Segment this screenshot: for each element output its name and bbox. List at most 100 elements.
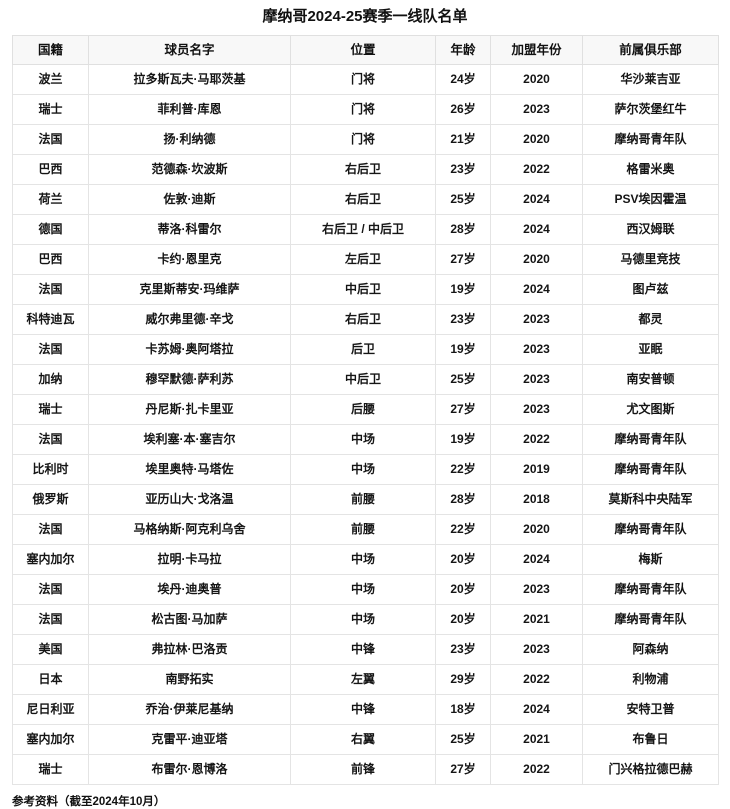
- cell-former-club: 利物浦: [582, 664, 719, 695]
- cell-age: 24岁: [435, 64, 491, 95]
- cell-age: 23岁: [435, 154, 491, 185]
- cell-player-name: 佐敦·迪斯: [88, 184, 291, 215]
- cell-former-club: 布鲁日: [582, 724, 719, 755]
- cell-position: 左翼: [290, 664, 436, 695]
- cell-position: 右后卫 / 中后卫: [290, 214, 436, 245]
- cell-former-club: 安特卫普: [582, 694, 719, 725]
- table-row: 法国 埃丹·迪奥普 中场 20岁 2023 摩纳哥青年队: [12, 574, 719, 605]
- table-row: 俄罗斯 亚历山大·戈洛温 前腰 28岁 2018 莫斯科中央陆军: [12, 484, 719, 515]
- cell-position: 门将: [290, 94, 436, 125]
- roster-table-container: 国籍 球员名字 位置 年龄 加盟年份 前属俱乐部 波兰 拉多斯瓦夫·马耶茨基 门将 2…: [0, 35, 730, 785]
- table-row: 塞内加尔 克雷平·迪亚塔 右翼 25岁 2021 布鲁日: [12, 724, 719, 755]
- table-row: 巴西 范德森·坎波斯 右后卫 23岁 2022 格雷米奥: [12, 154, 719, 185]
- cell-player-name: 穆罕默德·萨利苏: [88, 364, 291, 395]
- cell-age: 19岁: [435, 334, 491, 365]
- cell-player-name: 克雷平·迪亚塔: [88, 724, 291, 755]
- cell-former-club: 亚眠: [582, 334, 719, 365]
- cell-age: 19岁: [435, 274, 491, 305]
- cell-position: 右后卫: [290, 304, 436, 335]
- table-row: 法国 埃利塞·本·塞吉尔 中场 19岁 2022 摩纳哥青年队: [12, 424, 719, 455]
- roster-table: 国籍 球员名字 位置 年龄 加盟年份 前属俱乐部 波兰 拉多斯瓦夫·马耶茨基 门将 2…: [12, 35, 719, 785]
- table-row: 瑞士 菲利普·库恩 门将 26岁 2023 萨尔茨堡红牛: [12, 94, 719, 125]
- cell-former-club: 南安普顿: [582, 364, 719, 395]
- cell-joined-year: 2023: [490, 634, 583, 665]
- cell-age: 20岁: [435, 604, 491, 635]
- cell-position: 中场: [290, 574, 436, 605]
- cell-player-name: 拉多斯瓦夫·马耶茨基: [88, 64, 291, 95]
- cell-joined-year: 2024: [490, 694, 583, 725]
- cell-position: 后卫: [290, 334, 436, 365]
- cell-nationality: 法国: [12, 124, 89, 155]
- cell-joined-year: 2021: [490, 724, 583, 755]
- cell-position: 中后卫: [290, 364, 436, 395]
- cell-joined-year: 2022: [490, 424, 583, 455]
- cell-joined-year: 2020: [490, 64, 583, 95]
- column-header-player-name: 球员名字: [88, 35, 291, 65]
- cell-nationality: 巴西: [12, 244, 89, 275]
- cell-age: 22岁: [435, 454, 491, 485]
- cell-former-club: 摩纳哥青年队: [582, 514, 719, 545]
- cell-former-club: 门兴格拉德巴赫: [582, 754, 719, 785]
- cell-former-club: 格雷米奥: [582, 154, 719, 185]
- column-header-joined-year: 加盟年份: [490, 35, 583, 65]
- cell-former-club: 摩纳哥青年队: [582, 124, 719, 155]
- table-row: 法国 松古图·马加萨 中场 20岁 2021 摩纳哥青年队: [12, 604, 719, 635]
- table-row: 塞内加尔 拉明·卡马拉 中场 20岁 2024 梅斯: [12, 544, 719, 575]
- cell-player-name: 南野拓实: [88, 664, 291, 695]
- table-row: 尼日利亚 乔治·伊莱尼基纳 中锋 18岁 2024 安特卫普: [12, 694, 719, 725]
- cell-age: 25岁: [435, 184, 491, 215]
- cell-joined-year: 2022: [490, 154, 583, 185]
- cell-position: 右后卫: [290, 154, 436, 185]
- cell-position: 中后卫: [290, 274, 436, 305]
- cell-player-name: 埃丹·迪奥普: [88, 574, 291, 605]
- cell-position: 中场: [290, 604, 436, 635]
- table-row: 巴西 卡约·恩里克 左后卫 27岁 2020 马德里竞技: [12, 244, 719, 275]
- cell-nationality: 德国: [12, 214, 89, 245]
- cell-player-name: 丹尼斯·扎卡里亚: [88, 394, 291, 425]
- cell-nationality: 瑞士: [12, 94, 89, 125]
- table-row: 瑞士 丹尼斯·扎卡里亚 后腰 27岁 2023 尤文图斯: [12, 394, 719, 425]
- cell-former-club: 萨尔茨堡红牛: [582, 94, 719, 125]
- cell-player-name: 亚历山大·戈洛温: [88, 484, 291, 515]
- table-row: 瑞士 布雷尔·恩博洛 前锋 27岁 2022 门兴格拉德巴赫: [12, 754, 719, 785]
- footnote: 参考资料（截至2024年10月）: [12, 796, 166, 808]
- cell-position: 中场: [290, 544, 436, 575]
- cell-position: 门将: [290, 124, 436, 155]
- cell-position: 右翼: [290, 724, 436, 755]
- cell-former-club: 莫斯科中央陆军: [582, 484, 719, 515]
- cell-age: 19岁: [435, 424, 491, 455]
- cell-player-name: 卡约·恩里克: [88, 244, 291, 275]
- cell-position: 中锋: [290, 634, 436, 665]
- cell-position: 中锋: [290, 694, 436, 725]
- cell-nationality: 尼日利亚: [12, 694, 89, 725]
- column-header-nationality: 国籍: [12, 35, 89, 65]
- cell-nationality: 法国: [12, 514, 89, 545]
- cell-nationality: 瑞士: [12, 754, 89, 785]
- table-row: 加纳 穆罕默德·萨利苏 中后卫 25岁 2023 南安普顿: [12, 364, 719, 395]
- cell-former-club: 图卢兹: [582, 274, 719, 305]
- table-row: 美国 弗拉林·巴洛贡 中锋 23岁 2023 阿森纳: [12, 634, 719, 665]
- cell-age: 20岁: [435, 544, 491, 575]
- cell-age: 18岁: [435, 694, 491, 725]
- table-row: 波兰 拉多斯瓦夫·马耶茨基 门将 24岁 2020 华沙莱吉亚: [12, 64, 719, 95]
- table-row: 荷兰 佐敦·迪斯 右后卫 25岁 2024 PSV埃因霍温: [12, 184, 719, 215]
- cell-joined-year: 2023: [490, 394, 583, 425]
- cell-joined-year: 2019: [490, 454, 583, 485]
- cell-player-name: 布雷尔·恩博洛: [88, 754, 291, 785]
- cell-joined-year: 2018: [490, 484, 583, 515]
- cell-age: 27岁: [435, 394, 491, 425]
- cell-nationality: 瑞士: [12, 394, 89, 425]
- cell-former-club: 马德里竞技: [582, 244, 719, 275]
- cell-joined-year: 2023: [490, 304, 583, 335]
- cell-age: 20岁: [435, 574, 491, 605]
- cell-joined-year: 2024: [490, 214, 583, 245]
- cell-former-club: 摩纳哥青年队: [582, 604, 719, 635]
- table-row: 德国 蒂洛·科雷尔 右后卫 / 中后卫 28岁 2024 西汉姆联: [12, 214, 719, 245]
- table-body: 波兰 拉多斯瓦夫·马耶茨基 门将 24岁 2020 华沙莱吉亚 瑞士 菲利普·库恩 门将 26岁 2…: [12, 64, 719, 785]
- cell-age: 27岁: [435, 244, 491, 275]
- cell-position: 门将: [290, 64, 436, 95]
- cell-player-name: 弗拉林·巴洛贡: [88, 634, 291, 665]
- cell-former-club: 尤文图斯: [582, 394, 719, 425]
- cell-position: 中场: [290, 454, 436, 485]
- cell-nationality: 法国: [12, 334, 89, 365]
